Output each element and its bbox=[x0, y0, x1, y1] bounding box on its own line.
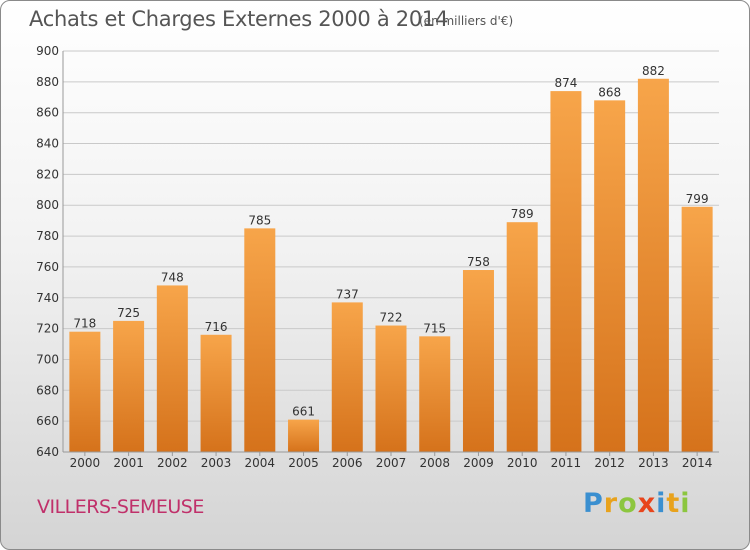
bar bbox=[462, 270, 494, 452]
bar bbox=[419, 336, 451, 452]
x-tick-label: 2007 bbox=[376, 456, 407, 470]
y-tick-label: 780 bbox=[36, 229, 59, 243]
bar bbox=[550, 91, 582, 452]
x-tick-label: 2014 bbox=[682, 456, 713, 470]
value-label: 718 bbox=[73, 317, 96, 331]
bar bbox=[113, 320, 145, 452]
value-label: 882 bbox=[642, 64, 665, 78]
value-label: 716 bbox=[205, 320, 228, 334]
value-label: 789 bbox=[511, 207, 534, 221]
logo-letter: i bbox=[680, 488, 691, 519]
y-tick-label: 640 bbox=[36, 445, 59, 459]
bar bbox=[375, 325, 407, 452]
x-tick-label: 2008 bbox=[419, 456, 450, 470]
y-tick-label: 820 bbox=[36, 167, 59, 181]
y-tick-label: 760 bbox=[36, 260, 59, 274]
commune-name: VILLERS-SEMEUSE bbox=[37, 496, 204, 518]
value-label: 758 bbox=[467, 255, 490, 269]
bar bbox=[69, 331, 101, 452]
value-label: 748 bbox=[161, 270, 184, 284]
chart-title: Achats et Charges Externes 2000 à 2014 bbox=[29, 7, 449, 31]
bar bbox=[200, 334, 232, 452]
y-tick-label: 660 bbox=[36, 414, 59, 428]
y-tick-label: 680 bbox=[36, 383, 59, 397]
axes: 640 660 680 700 720 740 760 780 800 820 840 860 880 9… bbox=[36, 44, 719, 470]
y-tick-label: 880 bbox=[36, 75, 59, 89]
bar bbox=[681, 206, 713, 452]
x-tick-label: 2001 bbox=[113, 456, 144, 470]
value-label: 661 bbox=[292, 405, 315, 419]
x-tick-label: 2003 bbox=[201, 456, 232, 470]
y-tick-label: 740 bbox=[36, 291, 59, 305]
x-tick-label: 2004 bbox=[245, 456, 276, 470]
x-tick-label: 2009 bbox=[463, 456, 494, 470]
x-tick-label: 2010 bbox=[507, 456, 538, 470]
y-tick-label: 720 bbox=[36, 322, 59, 336]
value-label: 725 bbox=[117, 306, 140, 320]
data-labels: 718 725 748 716 785 661 737 722 715 758 789 874 868 8… bbox=[73, 64, 708, 419]
x-tick-label: 2000 bbox=[70, 456, 101, 470]
bar bbox=[244, 228, 276, 452]
x-tick-label: 2002 bbox=[157, 456, 188, 470]
logo-letter: i bbox=[656, 488, 667, 519]
bar bbox=[637, 78, 669, 452]
bar bbox=[288, 419, 320, 452]
value-label: 737 bbox=[336, 287, 359, 301]
x-tick-label: 2013 bbox=[638, 456, 669, 470]
y-tick-label: 860 bbox=[36, 106, 59, 120]
x-tick-label: 2005 bbox=[288, 456, 319, 470]
y-tick-label: 840 bbox=[36, 137, 59, 151]
chart-subtitle: (en milliers d'€) bbox=[419, 14, 514, 28]
x-tick-label: 2011 bbox=[551, 456, 582, 470]
bar bbox=[331, 302, 363, 452]
bar bbox=[506, 222, 538, 452]
proxiti-logo: Proxiti bbox=[583, 488, 691, 519]
logo-letter: o bbox=[618, 488, 638, 519]
bar bbox=[156, 285, 188, 452]
value-label: 722 bbox=[380, 311, 403, 325]
y-tick-label: 700 bbox=[36, 352, 59, 366]
bars bbox=[69, 78, 713, 452]
x-tick-label: 2012 bbox=[594, 456, 625, 470]
value-label: 715 bbox=[423, 321, 446, 335]
value-label: 799 bbox=[686, 192, 709, 206]
logo-letter: P bbox=[583, 488, 604, 519]
value-label: 874 bbox=[554, 76, 577, 90]
logo-letter: r bbox=[603, 488, 619, 519]
y-tick-label: 900 bbox=[36, 44, 59, 58]
y-tick-label: 800 bbox=[36, 198, 59, 212]
x-tick-label: 2006 bbox=[332, 456, 363, 470]
bar bbox=[594, 100, 626, 452]
logo-letter: t bbox=[666, 488, 681, 519]
logo-letter: x bbox=[637, 488, 657, 519]
value-label: 785 bbox=[248, 213, 271, 227]
value-label: 868 bbox=[598, 85, 621, 99]
